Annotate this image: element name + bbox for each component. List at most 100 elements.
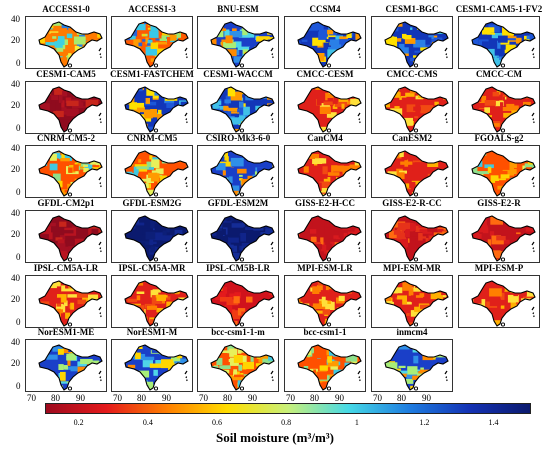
model-panel: CESM1-FASTCHEM (110, 69, 194, 134)
island-mark (185, 182, 188, 185)
country-outline (210, 21, 275, 68)
map-frame (458, 275, 540, 328)
panel-title: CSIRO-Mk3-6-0 (205, 133, 271, 143)
island-mark (184, 112, 188, 117)
island-mark (99, 376, 102, 379)
map-frame (197, 275, 279, 328)
panel-title: GISS-E2-R (477, 198, 521, 208)
x-tick-label: 80 (310, 393, 319, 403)
island-mark (445, 247, 448, 250)
country-outline (210, 215, 275, 262)
island-outline (239, 386, 245, 391)
y-tick-label: 20 (11, 35, 20, 45)
model-panel: NorESM1-ME 40 20 0 70 80 90 (11, 327, 107, 403)
model-panel: GISS-E2-R-CC (371, 198, 453, 263)
panel-title: bcc-csm1-1-m (211, 327, 265, 337)
island-mark (184, 306, 188, 311)
panel-title: GFDL-ESM2G (122, 198, 182, 208)
y-tick-label: 20 (11, 294, 20, 304)
country-outline (384, 21, 449, 68)
country-outline (471, 215, 536, 262)
country-outline (210, 86, 275, 133)
island-outline (67, 257, 73, 262)
india-map (124, 344, 189, 391)
model-panel: CESM1-BGC (371, 4, 453, 69)
y-tick-label: 0 (16, 381, 21, 391)
y-tick-label: 40 (11, 143, 20, 153)
colorbar-tick-label: 0.2 (73, 418, 84, 427)
panel-title: GISS-E2-H-CC (294, 198, 355, 208)
panel-title: BNU-ESM (217, 4, 259, 14)
india-map (384, 344, 449, 391)
island-outline (239, 63, 245, 68)
island-mark (357, 112, 361, 117)
country-outline (124, 344, 189, 391)
map-frame (371, 81, 453, 134)
island-mark (270, 241, 274, 246)
india-map (124, 21, 189, 68)
island-mark (445, 118, 448, 121)
y-tick-label: 0 (16, 317, 21, 327)
map-frame (111, 339, 193, 392)
island-mark (271, 182, 274, 185)
island-outline (413, 192, 419, 197)
island-outline (153, 257, 159, 262)
island-outline (413, 322, 419, 327)
island-mark (98, 112, 102, 117)
map-frame (25, 16, 107, 69)
map-frame (284, 339, 366, 392)
island-mark (185, 312, 188, 315)
island-mark (184, 176, 188, 181)
india-map (471, 280, 536, 327)
india-map (124, 215, 189, 262)
island-mark (184, 370, 188, 375)
india-map (384, 86, 449, 133)
island-outline (67, 63, 73, 68)
country-outline (297, 215, 362, 262)
island-outline (67, 192, 73, 197)
island-outline (67, 386, 73, 391)
model-panel: inmcm4 70 80 90 (371, 327, 453, 403)
country-outline (210, 280, 275, 327)
model-panel: MPI-ESM-LR (284, 263, 366, 328)
country-outline (297, 280, 362, 327)
x-tick-label: 90 (162, 393, 171, 403)
island-mark (357, 176, 361, 181)
country-outline (297, 86, 362, 133)
country-outline (38, 21, 103, 68)
x-tick-label: 70 (113, 393, 122, 403)
india-map (297, 215, 362, 262)
country-outline (210, 150, 275, 197)
map-frame (111, 210, 193, 263)
island-mark (358, 376, 361, 379)
x-tick-label: 70 (286, 393, 295, 403)
model-panel: CanCM4 (284, 133, 366, 198)
island-outline (239, 192, 245, 197)
country-outline (124, 280, 189, 327)
country-outline (38, 215, 103, 262)
island-mark (532, 53, 535, 56)
map-frame (371, 16, 453, 69)
model-panel: GFDL-CM2p1 40 20 0 (11, 198, 107, 263)
y-tick-label: 20 (11, 100, 20, 110)
island-mark (444, 112, 448, 117)
map-frame (111, 145, 193, 198)
india-map (124, 280, 189, 327)
model-panel: CanESM2 (371, 133, 453, 198)
island-mark (271, 118, 274, 121)
country-outline (297, 150, 362, 197)
island-outline (326, 128, 332, 133)
india-map (38, 344, 103, 391)
map-frame (197, 339, 279, 392)
y-tick-label: 20 (11, 229, 20, 239)
island-mark (185, 118, 188, 121)
island-mark (357, 47, 361, 52)
model-panel: CNRM-CM5 (111, 133, 193, 198)
india-map (210, 280, 275, 327)
country-outline (124, 21, 189, 68)
map-frame (284, 16, 366, 69)
country-outline (384, 280, 449, 327)
model-panel: CESM1-WACCM (197, 69, 279, 134)
island-mark (270, 47, 274, 52)
panel-title: MPI-ESM-P (474, 263, 524, 273)
